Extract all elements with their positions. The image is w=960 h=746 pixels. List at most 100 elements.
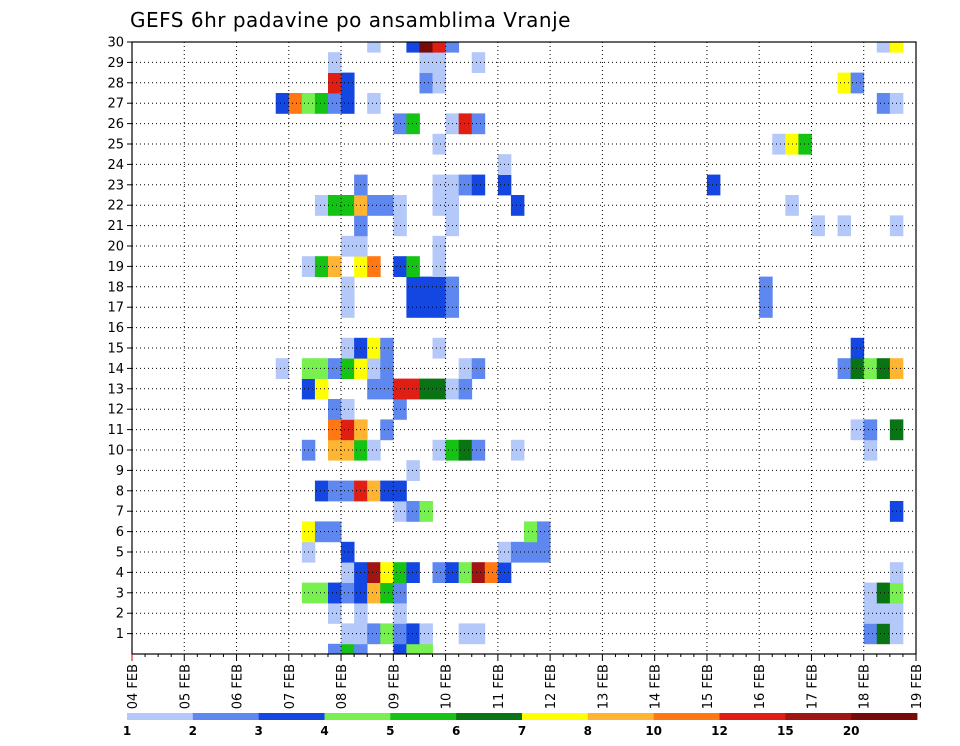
heatmap-cell [445,42,460,53]
heatmap-cell [406,460,420,481]
heatmap-cell [341,562,355,583]
heatmap-cell [367,378,381,400]
heatmap-cell [328,521,342,543]
heatmap-cell [876,358,891,379]
heatmap-cell [876,582,891,604]
heatmap-cell [510,195,525,216]
y-axis: 1234567891011121314151617181920212223242… [107,36,132,642]
heatmap-cell [328,603,342,624]
legend-color-swatch [522,713,589,720]
heatmap-cell [432,42,446,53]
heatmap-cell [458,113,473,135]
heatmap-cell [328,480,342,502]
y-tick-label: 8 [116,484,124,499]
heatmap-cell [328,72,342,94]
heatmap-cell [419,276,433,298]
y-tick-label: 19 [107,260,124,275]
y-tick-label: 25 [107,138,124,153]
heatmap-cell [524,521,538,543]
x-tick-label: 04 FEB [126,664,141,709]
legend-color-swatch [851,713,918,720]
heatmap-cell [432,256,446,277]
heatmap-cell [341,72,355,94]
heatmap-cell [419,297,433,318]
heatmap-cell [432,562,446,583]
x-tick-label: 11 FEB [492,664,507,709]
heatmap-cell [759,297,773,318]
y-tick-label: 1 [116,627,124,642]
heatmap-cell [432,235,446,257]
heatmap-cell [275,93,290,114]
heatmap-cell [367,42,381,53]
heatmap-cell [406,113,420,135]
heatmap-cell [471,113,486,135]
heatmap-cell [341,439,355,461]
x-tick-label: 05 FEB [178,664,193,709]
heatmap-cell [314,521,329,543]
heatmap-cell [537,541,551,563]
legend-label: 15 [777,724,794,738]
heatmap-cell [798,133,812,155]
heatmap-cell [406,562,420,583]
heatmap-cell [458,623,473,645]
x-tick-label: 08 FEB [335,664,350,709]
heatmap-cell [380,562,394,583]
legend-label: 20 [843,724,860,738]
heatmap-cell [314,480,329,502]
legend-color-swatch [324,713,391,720]
heatmap-cell [328,643,342,655]
heatmap-cell [406,501,420,522]
y-tick-label: 20 [107,240,124,255]
heatmap-cell [876,623,891,645]
heatmap-cell [341,276,355,298]
heatmap-cell [432,52,446,73]
heatmap-cell [328,52,342,73]
y-tick-label: 16 [107,321,124,336]
x-axis: 04 FEB 05 FEB 06 FEB 07 FEB 08 FEB 09 FEB 10 F… [126,654,925,709]
heatmap-cell [367,195,381,216]
heatmap-cell [380,480,394,502]
x-tick-label: 15 FEB [701,664,716,709]
x-tick-label: 18 FEB [858,664,873,709]
heatmap-cell [432,378,446,400]
x-tick-label: 10 FEB [440,664,455,709]
y-tick-label: 12 [107,403,124,418]
heatmap-cell [419,378,433,400]
heatmap-cell [380,378,394,400]
heatmap-cell [432,133,446,155]
heatmap-cell [863,439,878,461]
heatmap-cell [759,276,773,298]
heatmap-cell [341,358,355,379]
heatmap-cell [367,623,381,645]
x-tick-label: 16 FEB [753,664,768,709]
heatmap-cell [406,276,420,298]
heatmap-cell [471,623,486,645]
heatmap-cell [314,358,329,379]
heatmap-cell [367,358,381,379]
heatmap-cell [863,603,878,624]
heatmap-cell [458,358,473,379]
heatmap-cell [876,603,891,624]
heatmap-cell [328,358,342,379]
heatmap-cell [341,297,355,318]
heatmap-cell [367,439,381,461]
legend-color-swatch [192,713,260,720]
heatmap-cell [314,378,329,400]
heatmap-cell [380,195,394,216]
heatmap-cell [341,419,355,441]
heatmap-cell [406,378,420,400]
heatmap-cell [876,93,891,114]
heatmap-cell [471,439,486,461]
heatmap-cell [419,72,433,94]
legend-color-swatch [587,713,655,720]
y-tick-label: 27 [107,97,124,112]
legend-color-swatch [390,713,457,720]
heatmap-cell [341,623,355,645]
heatmap-cell [341,235,355,257]
heatmap-cell [367,480,381,502]
legend-label: 5 [386,724,394,738]
y-tick-label: 23 [107,178,124,193]
heatmap-cell [850,419,865,441]
